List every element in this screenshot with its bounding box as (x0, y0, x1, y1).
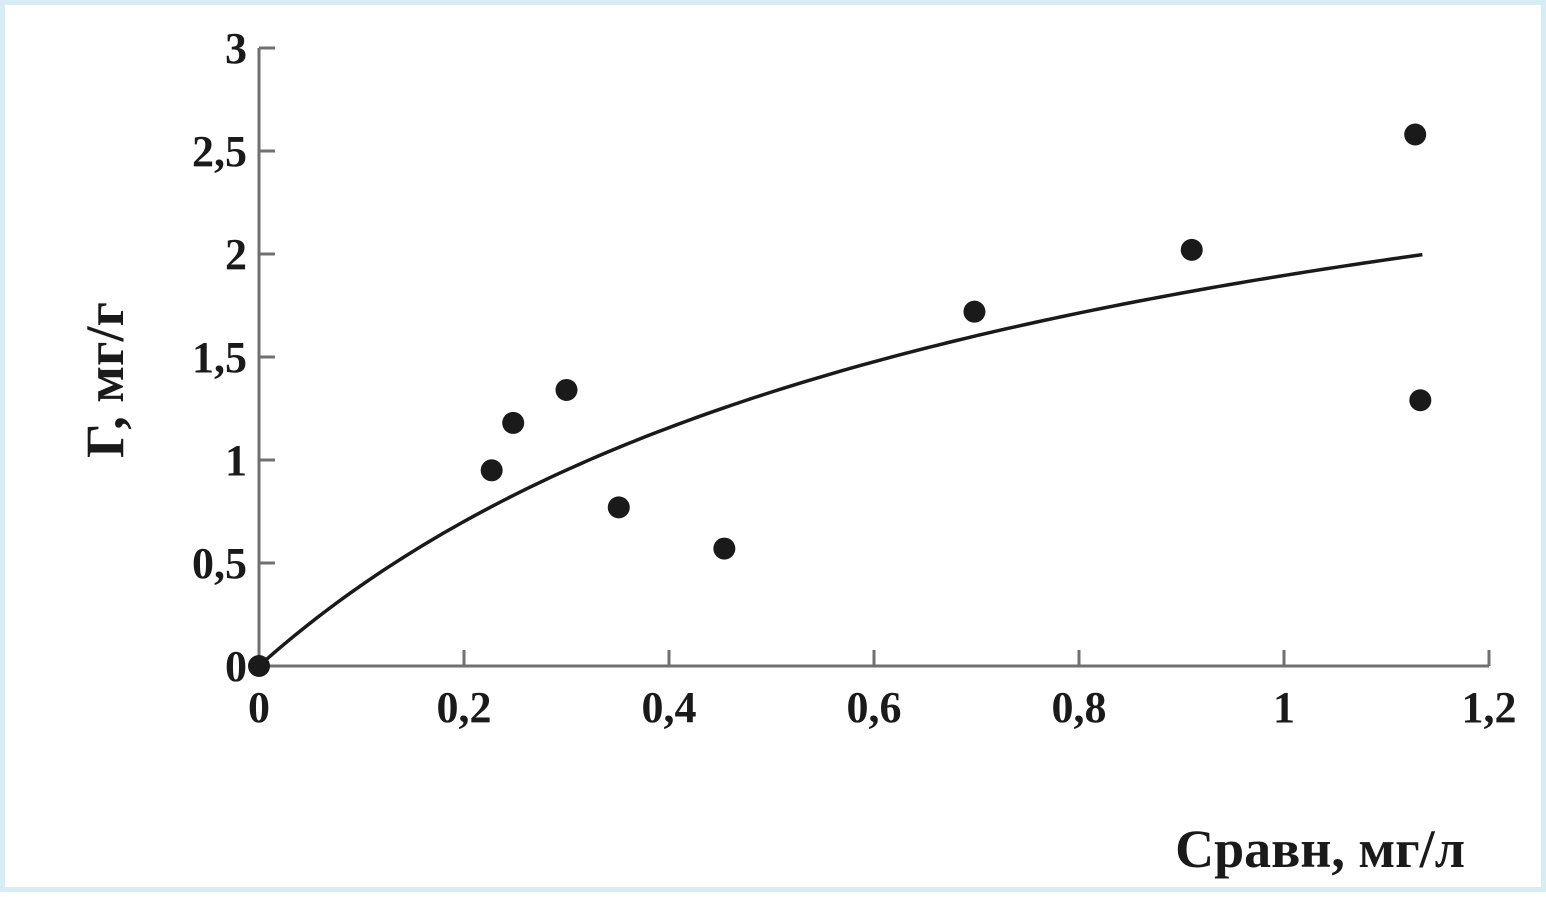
data-point (1409, 389, 1432, 412)
y-tick-label: 2 (225, 230, 247, 279)
y-ticks: 0 0,5 1 1,5 2 2,5 3 (192, 24, 275, 691)
y-axis-title: Г, мг/г (75, 302, 135, 458)
x-tick-label: 0,6 (847, 683, 902, 732)
x-ticks: 0 0,2 0,4 0,6 0,8 1 1,2 (248, 650, 1517, 732)
data-point (248, 655, 270, 677)
data-point (1180, 238, 1203, 261)
y-tick-label: 2,5 (192, 127, 247, 176)
x-tick-label: 1 (1273, 683, 1295, 732)
data-points (248, 123, 1432, 677)
x-tick-label: 1,2 (1462, 683, 1517, 732)
y-tick-label: 3 (225, 24, 247, 73)
data-point (607, 496, 630, 519)
y-tick-label: 0,5 (192, 539, 247, 588)
fit-curve (257, 252, 1423, 668)
fit-curve-layer (257, 252, 1423, 668)
y-tick-label: 1 (225, 436, 247, 485)
data-point (713, 537, 736, 560)
chart-canvas: 0 0,5 1 1,5 2 2,5 3 0 0,2 0,4 0,6 0,8 1 1,2 Сравн, м… (75, 24, 1517, 879)
x-tick-label: 0,4 (642, 683, 697, 732)
y-tick-label: 0 (225, 642, 247, 691)
data-point (480, 459, 503, 482)
data-point (502, 411, 525, 434)
x-axis-title: Сравн, мг/л (1175, 819, 1465, 879)
data-point (1404, 123, 1427, 146)
x-tick-label: 0,2 (437, 683, 492, 732)
data-point (963, 300, 986, 323)
data-point (555, 378, 578, 401)
x-tick-label: 0 (248, 683, 270, 732)
axes (257, 48, 1489, 668)
x-tick-label: 0,8 (1052, 683, 1107, 732)
y-tick-label: 1,5 (192, 333, 247, 382)
